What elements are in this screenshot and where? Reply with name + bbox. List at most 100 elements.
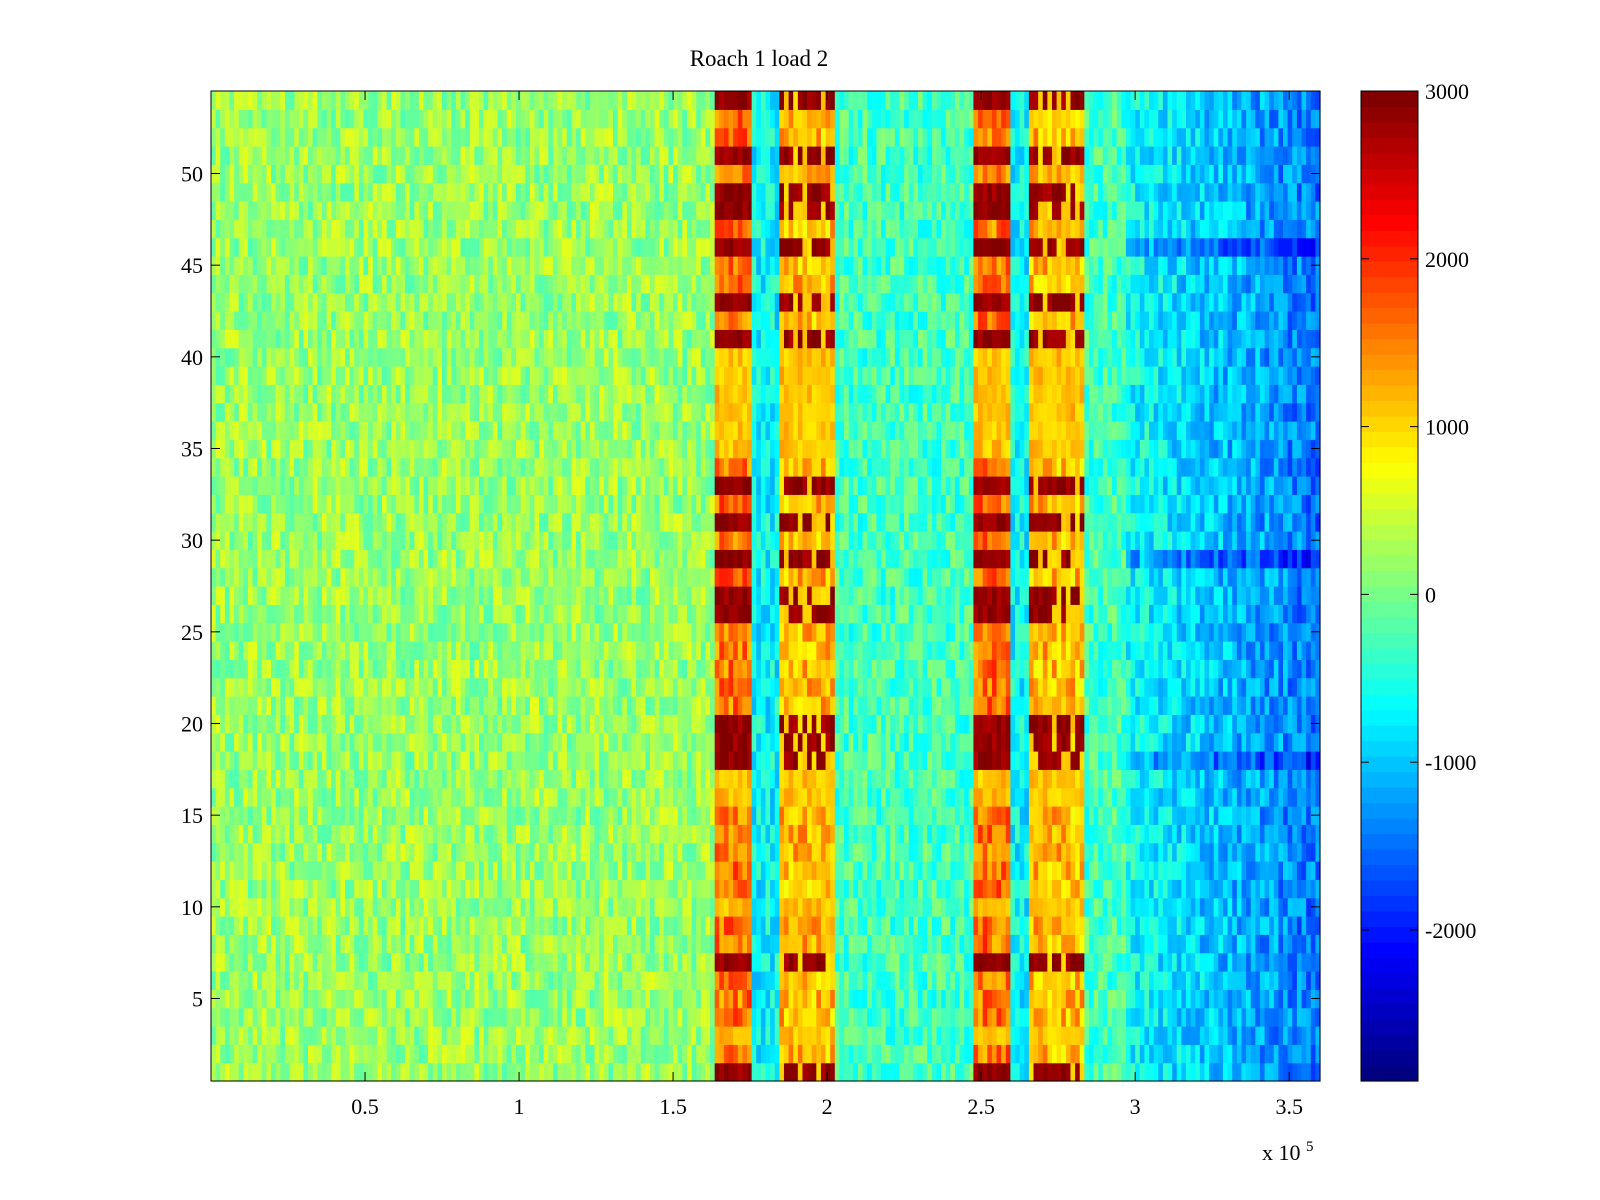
heatmap-cell bbox=[428, 1007, 434, 1027]
heatmap-cell bbox=[414, 751, 420, 770]
heatmap-cell bbox=[1287, 842, 1293, 862]
heatmap-cell bbox=[696, 842, 702, 862]
heatmap-cell bbox=[1209, 916, 1215, 935]
heatmap-cell bbox=[414, 769, 420, 789]
heatmap-cell bbox=[820, 1007, 827, 1027]
heatmap-cell bbox=[876, 842, 882, 862]
heatmap-cell bbox=[1278, 897, 1284, 917]
heatmap-cell bbox=[756, 751, 762, 770]
heatmap-cell bbox=[594, 916, 600, 935]
heatmap-cell bbox=[710, 769, 716, 789]
heatmap-cell bbox=[381, 1007, 388, 1027]
heatmap-cell bbox=[368, 806, 374, 825]
heatmap-cell bbox=[811, 1007, 817, 1027]
heatmap-cell bbox=[1167, 861, 1173, 880]
heatmap-cell bbox=[1010, 879, 1016, 899]
heatmap-cell bbox=[585, 1044, 591, 1064]
heatmap-cell bbox=[830, 879, 836, 899]
heatmap-cell bbox=[617, 1007, 623, 1027]
heatmap-cell bbox=[1172, 1007, 1178, 1027]
heatmap-cell bbox=[511, 861, 517, 880]
heatmap-cell bbox=[941, 897, 947, 917]
heatmap-cell bbox=[298, 751, 305, 770]
heatmap-cell bbox=[1287, 897, 1293, 917]
heatmap-cell bbox=[862, 787, 868, 807]
heatmap-cell bbox=[756, 952, 762, 972]
heatmap-cell bbox=[571, 824, 577, 844]
heatmap-cell bbox=[1093, 751, 1099, 770]
heatmap-cell bbox=[1088, 787, 1095, 807]
heatmap-cell bbox=[760, 989, 767, 1009]
heatmap-cell bbox=[719, 824, 725, 844]
heatmap-cell bbox=[271, 1044, 277, 1064]
heatmap-cell bbox=[626, 842, 633, 862]
heatmap-cell bbox=[978, 824, 984, 844]
heatmap-cell bbox=[733, 861, 739, 880]
heatmap-cell bbox=[423, 769, 429, 789]
heatmap-cell bbox=[978, 879, 984, 899]
heatmap-cell bbox=[1079, 842, 1085, 862]
heatmap-cell bbox=[215, 787, 221, 807]
heatmap-cell bbox=[1172, 1062, 1178, 1082]
heatmap-cell bbox=[1038, 897, 1044, 917]
heatmap-cell bbox=[774, 989, 780, 1009]
heatmap-cell bbox=[710, 696, 716, 715]
heatmap-cell bbox=[728, 769, 734, 789]
heatmap-cell bbox=[460, 861, 466, 880]
heatmap-cell bbox=[904, 916, 910, 935]
heatmap-cell bbox=[266, 714, 272, 734]
heatmap-cell bbox=[853, 1062, 859, 1082]
heatmap-cell bbox=[358, 897, 365, 917]
heatmap-cell bbox=[964, 732, 970, 752]
heatmap-cell bbox=[663, 787, 670, 807]
heatmap-cell bbox=[991, 806, 998, 825]
heatmap-cell bbox=[894, 769, 901, 789]
heatmap-cell bbox=[1061, 806, 1067, 825]
heatmap-cell bbox=[613, 806, 619, 825]
heatmap-cell bbox=[234, 861, 240, 880]
heatmap-cell bbox=[451, 787, 457, 807]
heatmap-cell bbox=[1222, 879, 1229, 899]
heatmap-cell bbox=[552, 1007, 559, 1027]
heatmap-cell bbox=[1199, 787, 1206, 807]
heatmap-cell bbox=[1024, 971, 1030, 990]
heatmap-cell bbox=[1310, 1026, 1316, 1045]
heatmap-cell bbox=[1241, 1026, 1247, 1045]
heatmap-cell bbox=[395, 897, 402, 917]
heatmap-cell bbox=[645, 696, 651, 715]
heatmap-cell bbox=[982, 1026, 988, 1045]
heatmap-cell bbox=[760, 879, 767, 899]
heatmap-cell bbox=[631, 897, 637, 917]
heatmap-cell bbox=[876, 1007, 882, 1027]
heatmap-cell bbox=[372, 971, 378, 990]
heatmap-cell bbox=[1153, 732, 1159, 752]
heatmap-cell bbox=[349, 769, 355, 789]
heatmap-cell bbox=[922, 824, 928, 844]
heatmap-cell bbox=[220, 824, 226, 844]
heatmap-cell bbox=[1130, 879, 1136, 899]
heatmap-cell bbox=[1255, 842, 1261, 862]
heatmap-cell bbox=[770, 824, 776, 844]
heatmap-cell bbox=[987, 787, 993, 807]
heatmap-cell bbox=[645, 934, 651, 954]
heatmap-cell bbox=[321, 861, 328, 880]
heatmap-cell bbox=[825, 952, 831, 972]
heatmap-cell bbox=[853, 879, 859, 899]
heatmap-cell bbox=[377, 1044, 383, 1064]
heatmap-cell bbox=[774, 806, 780, 825]
heatmap-cell bbox=[862, 806, 868, 825]
heatmap-cell bbox=[783, 952, 790, 972]
heatmap-cell bbox=[894, 787, 901, 807]
heatmap-cell bbox=[1079, 1044, 1085, 1064]
heatmap-cell bbox=[234, 971, 240, 990]
heatmap-cell bbox=[857, 824, 864, 844]
heatmap-cell bbox=[1269, 989, 1275, 1009]
heatmap-cell bbox=[308, 897, 314, 917]
heatmap-cell bbox=[1116, 1062, 1122, 1082]
heatmap-cell bbox=[1084, 952, 1090, 972]
heatmap-cell bbox=[1153, 971, 1159, 990]
heatmap-cell bbox=[1283, 732, 1289, 752]
heatmap-cell bbox=[1162, 952, 1169, 972]
heatmap-cell bbox=[1056, 787, 1062, 807]
heatmap-cell bbox=[608, 696, 614, 715]
